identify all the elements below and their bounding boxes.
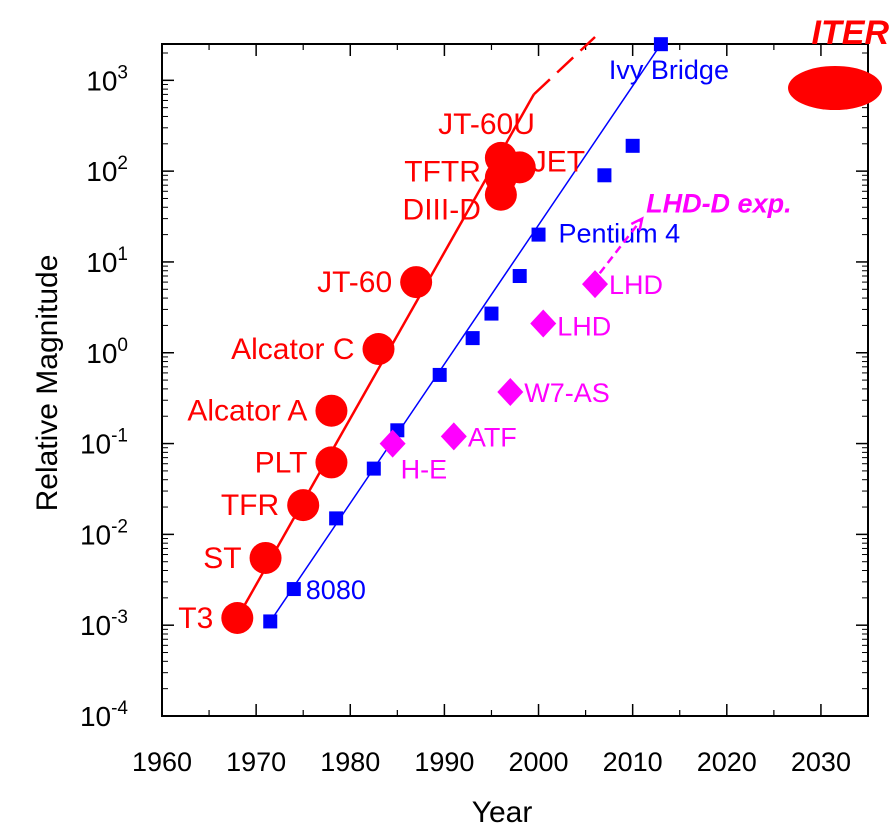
point-label: DIII-D [403,194,481,227]
tokamak-point [362,332,395,365]
x-tick-label: 2000 [508,747,568,777]
iter-marker [788,66,882,110]
x-tick-label: 1980 [320,747,380,777]
cpu-point [465,331,480,346]
cpu-point [531,227,546,242]
labels-layer: T3 ST TFR PLT Alcator A Alcator C JT-60 DIII-D T… [178,55,791,635]
cpu-point [432,367,447,382]
trend-line-dashed [532,36,596,96]
x-tick-label: 1960 [132,747,192,777]
point-label: Alcator A [187,395,307,428]
y-tick-label: 10-2 [80,516,128,550]
point-label: JT-60 [317,266,392,299]
iter-label: ITER [812,14,890,52]
y-axis-title: Relative Magnitude [31,255,64,512]
point-label: Pentium 4 [559,219,681,249]
cpu-point [484,306,499,321]
tokamak-point [315,394,348,427]
y-tick-label: 10-1 [80,426,128,460]
helical-point [582,270,609,299]
point-label: PLT [255,446,308,479]
y-tick-label: 10-3 [80,607,128,641]
point-label: Alcator C [231,333,354,366]
x-tick-label: 1990 [414,747,474,777]
lhd-d-label: LHD-D exp. [646,189,792,219]
cpu-point [329,511,344,526]
x-tick-label: 2010 [603,747,663,777]
lhd-arrow-shaft [598,217,644,275]
helical-point [497,377,524,406]
x-tick-label: 1970 [226,747,286,777]
point-label: W7-AS [524,378,610,408]
cpu-point [625,138,640,153]
tokamak-point [315,446,348,479]
x-axis-title: Year [472,796,533,829]
point-label: TFR [221,489,279,522]
y-tick-label: 100 [86,335,128,369]
x-tick-label: 2020 [697,747,757,777]
tokamak-point [249,541,282,574]
tokamak-point [221,601,254,634]
point-label: ATF [468,422,517,452]
point-label: H-E [401,455,448,485]
x-tick-label: 2030 [791,747,851,777]
point-label: T3 [178,602,213,635]
helical-point [440,422,467,451]
tokamak-point [400,266,433,299]
point-label: JET [532,145,585,178]
y-tick-label: 102 [86,153,128,187]
cpu-point [512,269,527,284]
y-tick-label: 10-4 [80,698,128,732]
callout-layer: ITER [788,14,889,110]
point-label: ST [203,542,241,575]
marks-layer [221,37,668,634]
cpu-point [366,461,381,476]
helical-point [379,429,406,458]
point-label: Ivy Bridge [609,55,729,85]
cpu-point [597,168,612,183]
y-tick-label: 101 [86,244,128,278]
cpu-point [286,582,301,597]
point-label: TFTR [404,156,481,189]
point-label: LHD [557,311,611,341]
helical-point [530,309,557,338]
lhd-arrow-head [630,216,644,231]
y-tick-labels: 103 102 101 100 10-1 10-2 10-3 10-4 [80,62,128,732]
plot-area: T3 ST TFR PLT Alcator A Alcator C JT-60 DIII-D T… [161,36,869,717]
tokamak-point [287,489,320,522]
cpu-point [653,37,668,52]
point-label: LHD [609,270,663,300]
tokamak-point [503,151,536,184]
cpu-point [263,614,278,629]
ticks-layer [161,44,868,717]
point-label: 8080 [306,575,366,605]
y-tick-label: 103 [86,62,128,96]
point-label: JT-60U [438,108,535,141]
x-tick-labels: 1960 1970 1980 1990 2000 2010 2020 2030 [132,747,851,777]
